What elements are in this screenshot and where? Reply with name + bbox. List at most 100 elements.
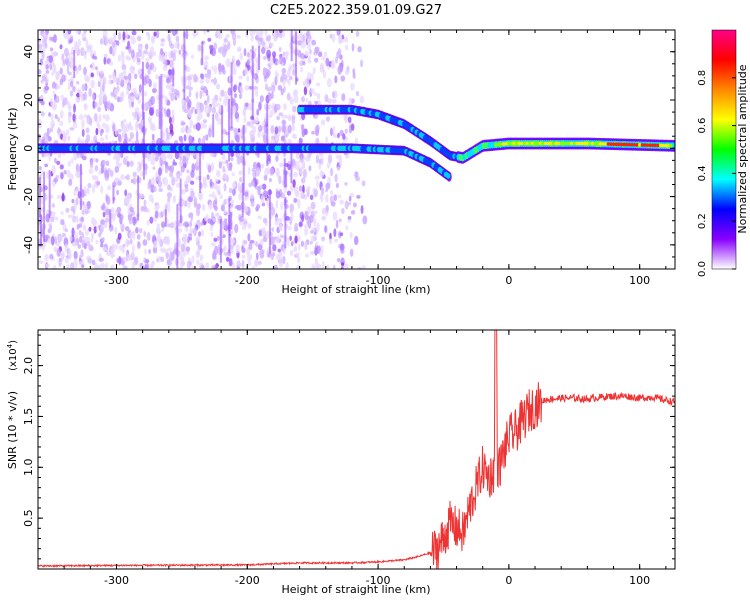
spectrogram-noise-speck xyxy=(304,241,308,251)
spectrogram-noise-speck xyxy=(76,224,80,230)
spectrogram-noise-speck xyxy=(355,175,361,182)
spectrogram-y-axis-label: Frequency (Hz) xyxy=(6,108,19,191)
spectrogram-noise-speck xyxy=(100,219,105,226)
spectrogram-noise-speck xyxy=(189,261,193,266)
spectrogram-noise-speck xyxy=(319,170,325,178)
spectrogram-noise-speck xyxy=(200,229,205,237)
spectrogram-noise-speck xyxy=(84,114,88,119)
spectrogram-noise-speck xyxy=(186,95,190,105)
spectrogram-noise-speck xyxy=(176,173,181,178)
spectrogram-noise-speck xyxy=(231,63,237,69)
spectrogram-noise-speck xyxy=(149,65,153,70)
spectrogram-noise-speck xyxy=(195,239,200,247)
spectrogram-noise-speck xyxy=(102,211,106,218)
spectrogram-noise-speck xyxy=(64,257,69,264)
spectrogram-noise-speck xyxy=(230,157,234,162)
spectrogram-noise-speck xyxy=(59,110,64,119)
spectrogram-noise-speck xyxy=(151,87,157,94)
spectrogram-noise-speck xyxy=(129,238,133,245)
spectrogram-noise-speck xyxy=(205,262,210,269)
spectrogram-noise-speck xyxy=(281,114,286,119)
spectrogram-noise-speck xyxy=(321,215,326,221)
spectrogram-x-tick-label: -200 xyxy=(235,274,260,287)
spectrogram-ridge-peak xyxy=(554,141,558,146)
spectrogram-noise-speck xyxy=(293,94,299,104)
spectrogram-noise-speck xyxy=(254,48,257,53)
spectrogram-noise-speck xyxy=(190,190,195,199)
spectrogram-noise-speck xyxy=(230,152,235,157)
spectrogram-noise-speck xyxy=(57,151,62,159)
spectrogram-noise-speck xyxy=(293,133,297,140)
spectrogram-noise-speck xyxy=(81,209,85,215)
spectrogram-noise-speck xyxy=(330,127,333,137)
spectrogram-noise-speck xyxy=(266,34,272,42)
spectrogram-noise-speck xyxy=(243,206,249,213)
spectrogram-noise-speck xyxy=(213,42,218,50)
spectrogram-noise-speck xyxy=(171,176,176,186)
spectrogram-noise-speck xyxy=(132,171,137,178)
colorbar: 0.0 0.2 0.4 0.6 0.8 Normalized spectral ampl… xyxy=(697,29,749,277)
spectrogram-noise-speck xyxy=(107,185,112,191)
spectrogram-noise-speck xyxy=(339,199,345,205)
spectrogram-noise-speck xyxy=(108,74,113,80)
spectrogram-noise-speck xyxy=(97,106,101,113)
spectrogram-noise-speck xyxy=(262,237,268,242)
spectrogram-noise-speck xyxy=(243,220,247,225)
spectrogram-noise-speck xyxy=(233,84,238,91)
spectrogram-noise-speck xyxy=(82,36,87,42)
spectrogram-noise-speck xyxy=(326,162,331,169)
spectrogram-noise-speck xyxy=(150,263,153,269)
spectrogram-noise-speck xyxy=(47,228,51,233)
spectrogram-noise-speck xyxy=(89,159,94,169)
spectrogram-ridge-peak xyxy=(559,141,563,146)
spectrogram-noise-speck xyxy=(129,35,135,40)
spectrogram-noise-speck xyxy=(250,34,254,42)
spectrogram-noise-speck xyxy=(187,109,192,119)
spectrogram-noise-speck xyxy=(325,57,330,67)
snr-y-multiplier-base: (x10 xyxy=(8,348,19,371)
spectrogram-noise-speck xyxy=(109,46,113,55)
spectrogram-noise-speck xyxy=(183,134,187,142)
spectrogram-noise-speck xyxy=(325,136,329,143)
spectrogram-noise-speck xyxy=(316,179,319,189)
spectrogram-noise-speck xyxy=(230,199,235,206)
spectrogram-noise-speck xyxy=(329,33,333,39)
spectrogram-noise-speck xyxy=(104,114,110,122)
spectrogram-noise-speck xyxy=(161,221,166,229)
spectrogram-noise-speck xyxy=(204,55,209,61)
spectrogram-noise-speck xyxy=(305,253,310,258)
spectrogram-noise-speck xyxy=(251,167,255,172)
spectrogram-noise-speck xyxy=(193,226,197,237)
spectrogram-noise-speck xyxy=(350,210,356,215)
spectrogram-ridge-peak xyxy=(635,143,639,147)
spectrogram-noise-speck xyxy=(157,180,163,188)
spectrogram-noise-speck xyxy=(149,107,154,116)
spectrogram-noise-speck xyxy=(135,93,139,98)
spectrogram-noise-speck xyxy=(216,83,220,90)
spectrogram-noise-speck xyxy=(54,236,58,245)
colorbar-tick-label: 0.4 xyxy=(697,165,708,181)
spectrogram-noise-speck xyxy=(322,69,327,79)
spectrogram-noise-speck xyxy=(137,68,142,76)
spectrogram-noise-speck xyxy=(348,97,352,105)
spectrogram-noise-speck xyxy=(328,238,333,245)
spectrogram-ridge-peak xyxy=(583,141,587,146)
spectrogram-noise-speck xyxy=(234,223,239,234)
spectrogram-noise-speck xyxy=(259,249,265,259)
spectrogram-noise-speck xyxy=(276,103,281,111)
spectrogram-noise-speck xyxy=(314,175,320,180)
spectrogram-ridge-peak xyxy=(659,143,663,148)
spectrogram-noise-speck xyxy=(269,236,275,246)
spectrogram-noise-speck xyxy=(252,169,257,179)
spectrogram-noise-speck xyxy=(118,245,123,251)
spectrogram-noise-speck xyxy=(149,216,154,224)
spectrogram-noise-speck xyxy=(66,169,71,178)
spectrogram-noise-speck xyxy=(315,241,318,247)
spectrogram-noise-speck xyxy=(266,86,272,92)
spectrogram-noise-speck xyxy=(247,233,251,242)
spectrogram-noise-speck xyxy=(216,184,221,194)
spectrogram-ridge-peak xyxy=(640,143,644,147)
spectrogram-noise-speck xyxy=(262,67,266,77)
spectrogram-noise-speck xyxy=(211,191,216,199)
spectrogram-noise-speck xyxy=(146,219,150,226)
